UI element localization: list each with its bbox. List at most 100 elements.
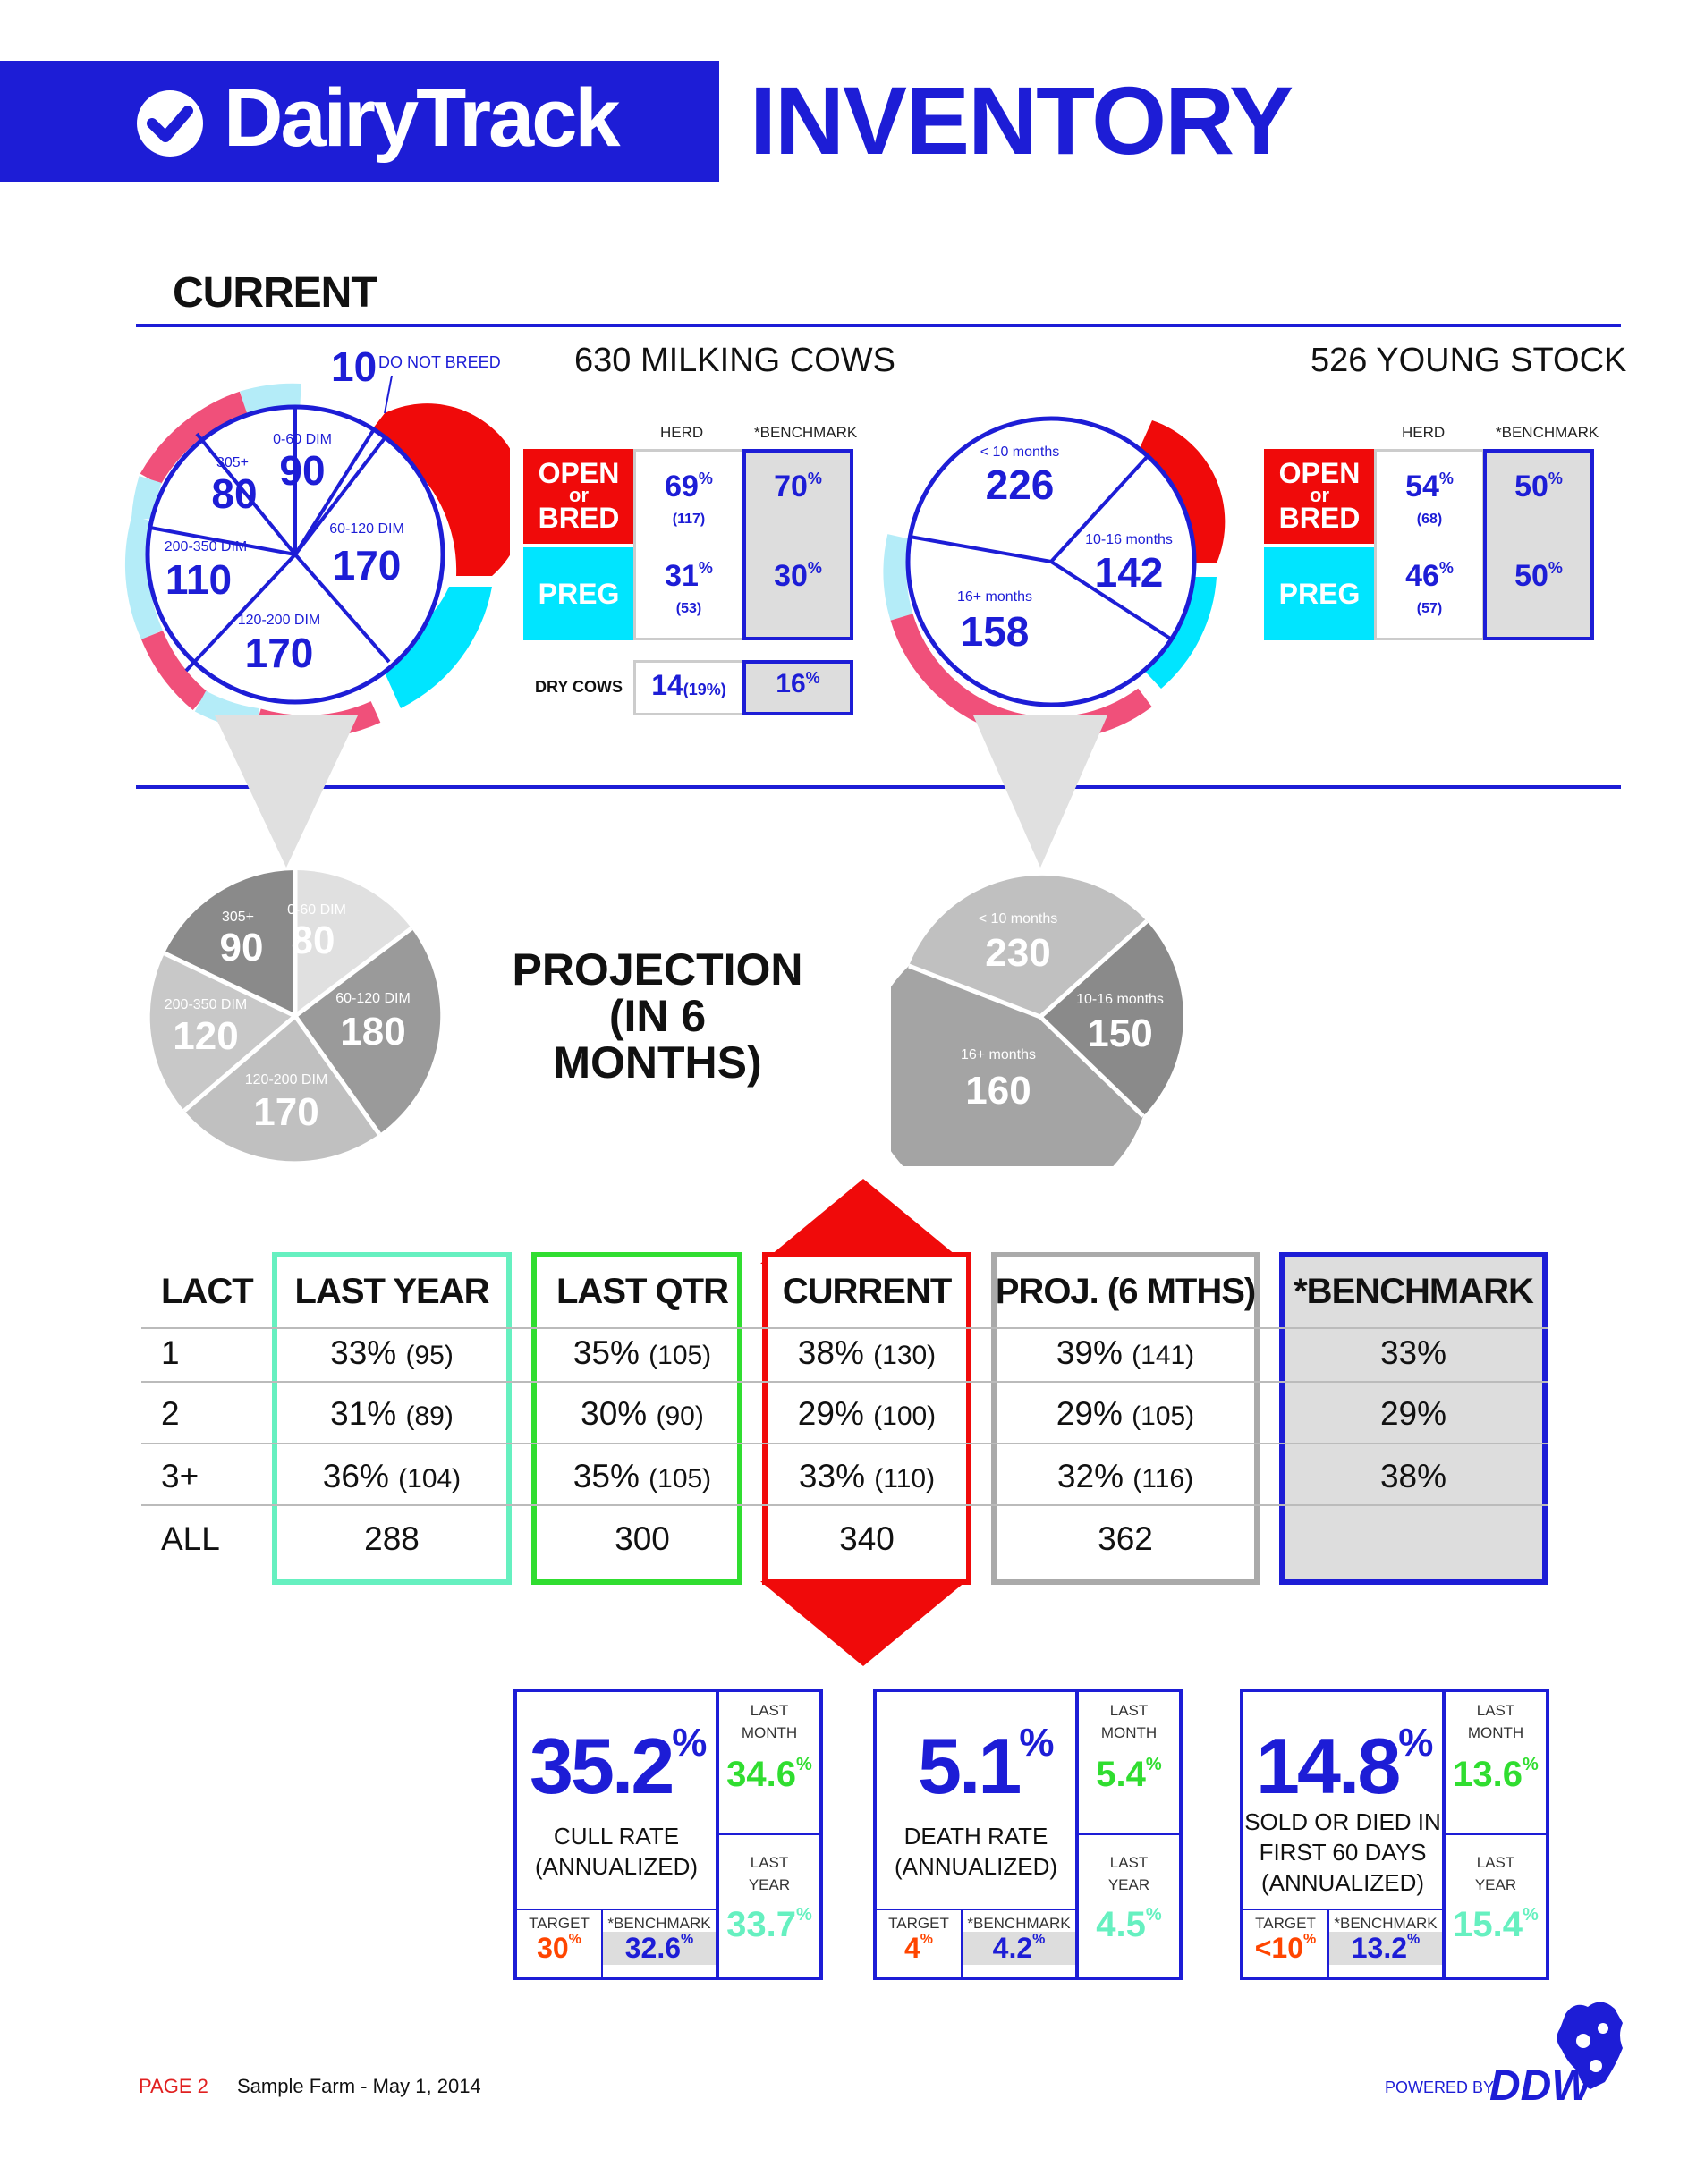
current-column <box>762 1252 971 1585</box>
col-header-lact: LACT <box>161 1272 254 1311</box>
milking-value-60-120: 170 <box>333 542 402 588</box>
projection-column <box>991 1252 1260 1585</box>
card-divider <box>961 1909 963 1977</box>
row-divider <box>141 1443 1548 1444</box>
young-col-benchmark: *BENCHMARK <box>1496 424 1599 441</box>
target-label: TARGET <box>1255 1915 1316 1932</box>
card-divider <box>719 1833 819 1835</box>
young-open-count: (68) <box>1416 512 1443 527</box>
milking-open-pct: 69% <box>665 470 713 504</box>
proj-milking-value-305: 90 <box>220 926 264 969</box>
table-cell: 30% (90) <box>581 1395 704 1432</box>
card-divider <box>1075 1689 1079 1980</box>
table-cell: 36% (104) <box>322 1458 462 1494</box>
young-open-bred-arc <box>1136 420 1226 563</box>
sold-died-target: <10% <box>1254 1932 1317 1964</box>
proj-young-value-lt10: 230 <box>985 931 1050 975</box>
card-divider <box>517 1909 716 1910</box>
col-header-last-qtr: LAST QTR <box>556 1272 729 1311</box>
divider <box>136 324 1621 327</box>
milking-open-bred-label: OPEN or BRED <box>523 449 634 544</box>
dry-cows-bench-cell <box>742 660 853 715</box>
young-benchmark-col <box>1483 449 1594 640</box>
sold-died-last-year: 15.4% <box>1453 1905 1539 1944</box>
young-preg-count: (57) <box>1416 601 1443 616</box>
card-divider <box>716 1689 719 1980</box>
proj-milking-value-0-60: 80 <box>292 918 335 962</box>
brand-bar <box>0 61 719 182</box>
table-cell: 31% (89) <box>330 1395 454 1432</box>
milking-value-200-350: 110 <box>165 556 232 603</box>
proj-milking-value-200-350: 120 <box>173 1014 238 1058</box>
col-header-current: CURRENT <box>782 1272 953 1311</box>
young-label-16plus: 16+ months <box>957 589 1032 605</box>
milking-open-bench: 70% <box>774 470 822 504</box>
benchmark-label: *BENCHMARK <box>967 1915 1071 1932</box>
young-label-10-16: 10-16 months <box>1085 532 1173 547</box>
milking-col-herd: HERD <box>660 424 704 441</box>
last-year-label: LAST YEAR <box>748 1854 791 1893</box>
row-divider <box>141 1381 1548 1383</box>
last-month-label: LAST MONTH <box>1467 1702 1524 1741</box>
milking-value-120-200: 170 <box>245 630 314 676</box>
table-cell: 288 <box>364 1520 420 1557</box>
table-cell: 340 <box>839 1520 895 1557</box>
cull-last-year: 33.7% <box>726 1905 812 1944</box>
milking-label-60-120: 60-120 DIM <box>329 521 404 537</box>
proj-young-label-10-16: 10-16 months <box>1076 992 1164 1007</box>
young-preg-bench: 50% <box>1514 559 1563 593</box>
cull-benchmark: 32.6% <box>603 1932 716 1965</box>
dry-cows-bench: 16% <box>776 669 820 698</box>
lact-cell: ALL <box>161 1520 220 1557</box>
death-target: 4% <box>903 1932 934 1964</box>
cull-rate-card <box>513 1689 823 1980</box>
target-label: TARGET <box>888 1915 949 1932</box>
sold-died-card <box>1240 1689 1549 1980</box>
cull-target: 30% <box>537 1932 581 1964</box>
do-not-breed-count: 10 <box>331 343 377 390</box>
milking-projection-pie-chart: 0-60 DIM 80 60-120 DIM 180 120-200 DIM 1… <box>149 870 441 1162</box>
proj-young-value-10-16: 150 <box>1087 1012 1152 1055</box>
milking-preg-pct: 31% <box>665 559 713 593</box>
young-value-lt10: 226 <box>986 461 1055 508</box>
last-year-label: LAST YEAR <box>1474 1854 1517 1893</box>
milking-label-305: 305+ <box>216 455 249 470</box>
proj-milking-label-60-120: 60-120 DIM <box>335 991 411 1006</box>
young-open-pct: 54% <box>1405 470 1454 504</box>
young-projection-pie-chart: < 10 months 230 10-16 months 150 16+ mon… <box>891 875 1183 1166</box>
young-stock-title: 526 YOUNG STOCK <box>1311 342 1627 379</box>
milking-preg-label: PREG <box>523 547 634 640</box>
farm-date: Sample Farm - May 1, 2014 <box>237 2075 481 2097</box>
table-cell: 35% (105) <box>573 1458 712 1494</box>
young-stock-pie-chart: < 10 months 226 10-16 months 142 16+ mon… <box>883 416 1226 741</box>
last-year-column <box>272 1252 512 1585</box>
last-month-label: LAST MONTH <box>1100 1702 1158 1741</box>
proj-milking-label-0-60: 0-60 DIM <box>287 902 346 918</box>
table-cell: 38% <box>1379 1458 1447 1494</box>
col-header-benchmark: *BENCHMARK <box>1294 1272 1534 1311</box>
benchmark-column <box>1279 1252 1548 1585</box>
table-cell: 29% <box>1379 1395 1447 1432</box>
sold-died-value: 14.8% <box>1256 1721 1433 1810</box>
do-not-breed-label: DO NOT BREED <box>378 353 501 371</box>
milking-preg-bench: 30% <box>774 559 822 593</box>
lact-cell: 1 <box>161 1334 180 1371</box>
young-value-16plus: 158 <box>961 608 1030 655</box>
target-label: TARGET <box>529 1915 590 1932</box>
milking-label-120-200: 120-200 DIM <box>238 613 321 628</box>
table-cell: 300 <box>615 1520 670 1557</box>
current-column-arrow <box>760 1179 966 1666</box>
table-cell: 38% (130) <box>797 1334 937 1371</box>
proj-young-label-16plus: 16+ months <box>961 1047 1036 1062</box>
sold-died-label: SOLD OR DIED IN FIRST 60 DAYS (ANNUALIZED) <box>1244 1808 1441 1896</box>
young-col-herd: HERD <box>1402 424 1446 441</box>
milking-col-benchmark: *BENCHMARK <box>754 424 858 441</box>
cull-rate-label: CULL RATE (ANNUALIZED) <box>534 1823 698 1880</box>
death-rate-card <box>873 1689 1183 1980</box>
sold-died-benchmark: 13.2% <box>1329 1932 1442 1965</box>
proj-milking-label-305: 305+ <box>222 910 254 925</box>
ddw-logo: DDW <box>1489 2062 1592 2110</box>
milking-projection-pointer <box>215 715 358 868</box>
table-cell: 362 <box>1098 1520 1153 1557</box>
milking-label-0-60: 0-60 DIM <box>273 432 332 447</box>
